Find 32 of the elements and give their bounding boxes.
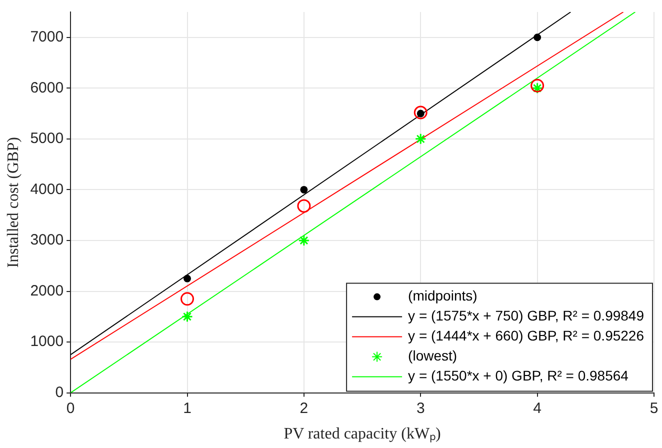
y-axis-title: Installed cost (GBP)	[4, 137, 22, 268]
point	[414, 106, 428, 120]
y-tick-label: 2000	[30, 282, 64, 300]
legend-label: y = (1444*x + 660) GBP, R² = 0.95226	[408, 328, 644, 344]
legend-label: y = (1575*x + 750) GBP, R² = 0.99849	[408, 308, 644, 324]
point	[297, 199, 311, 213]
point	[182, 310, 194, 322]
y-tick-label: 7000	[30, 28, 64, 46]
y-tick-label: 1000	[30, 333, 64, 350]
point	[184, 274, 192, 282]
legend-label: (midpoints)	[408, 288, 478, 304]
x-tick-label: 3	[416, 400, 425, 417]
point	[298, 234, 310, 246]
y-tick-label: 4000	[30, 180, 64, 198]
y-tick-label: 5000	[30, 130, 64, 148]
x-axis-title: PV rated capacity (kWₚ)	[284, 426, 441, 443]
x-tick-label: 2	[300, 400, 308, 417]
x-tick-label: 4	[533, 400, 542, 417]
point	[532, 82, 544, 94]
point	[534, 34, 542, 42]
y-tick-label: 3000	[30, 232, 64, 249]
point	[414, 133, 426, 145]
legend-label: y = (1550*x + 0) GBP, R² = 0.98564	[408, 368, 629, 384]
y-tick-label: 6000	[30, 79, 64, 96]
point	[180, 292, 194, 306]
x-tick-label: 1	[183, 400, 192, 417]
x-tick-label: 5	[650, 400, 658, 417]
y-tick-label: 0	[55, 384, 64, 401]
point	[300, 186, 308, 194]
x-tick-label: 0	[66, 400, 75, 417]
legend-label: (lowest)	[408, 348, 458, 364]
point	[530, 78, 544, 92]
